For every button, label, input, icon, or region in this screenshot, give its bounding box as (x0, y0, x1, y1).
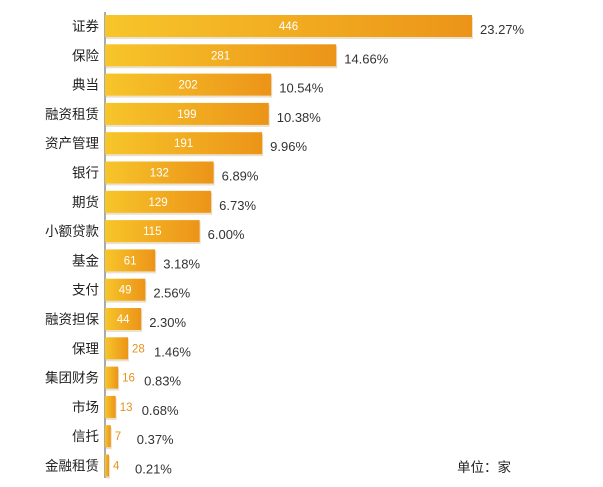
percent-label: 2.30% (149, 315, 186, 330)
percent-label: 2.56% (153, 286, 190, 301)
value-label: 191 (174, 138, 193, 150)
bar (105, 161, 214, 184)
percent-label: 10.54% (279, 81, 324, 96)
value-label: 7 (115, 431, 121, 443)
bars-group: 证券 446 23.27% 保险 281 14.66% 典当 202 10.54% 融资租赁 199… (45, 15, 525, 479)
bar (105, 73, 272, 96)
bar (105, 425, 111, 448)
category-label: 保理 (72, 341, 99, 357)
bar (105, 102, 269, 125)
percent-label: 14.66% (344, 51, 389, 66)
bar (105, 132, 263, 155)
percent-label: 6.73% (219, 198, 256, 213)
bar (105, 249, 156, 272)
bar (105, 337, 129, 360)
percent-label: 10.38% (277, 110, 322, 125)
percent-label: 0.21% (135, 462, 172, 477)
bar (105, 454, 109, 477)
category-label: 集团财务 (45, 371, 99, 387)
category-label: 资产管理 (45, 136, 99, 152)
bar (105, 190, 212, 213)
value-label: 4 (113, 461, 120, 473)
bar (105, 308, 142, 330)
bar (105, 395, 116, 418)
percent-label: 0.37% (137, 432, 174, 447)
bar (105, 44, 337, 67)
value-label: 61 (124, 255, 137, 267)
category-label: 支付 (72, 283, 99, 299)
value-label: 199 (177, 109, 196, 121)
percent-label: 0.68% (142, 403, 179, 418)
value-label: 202 (179, 80, 198, 92)
value-label: 446 (279, 21, 298, 33)
category-label: 期货 (72, 194, 99, 211)
percent-label: 6.00% (208, 227, 245, 242)
unit-label: 单位：家 (457, 459, 511, 476)
value-label: 13 (120, 402, 133, 414)
category-label: 银行 (72, 166, 99, 182)
category-label: 典当 (72, 78, 99, 94)
category-label: 金融租赁 (45, 459, 99, 475)
value-label: 132 (150, 168, 169, 180)
percent-label: 9.96% (270, 139, 307, 154)
percent-label: 3.18% (163, 256, 200, 271)
percent-label: 6.89% (222, 169, 259, 184)
category-label: 小额贷款 (45, 224, 99, 240)
bar (105, 366, 119, 389)
category-label: 融资担保 (45, 312, 99, 328)
category-label: 市场 (72, 399, 99, 416)
bar (105, 278, 146, 301)
category-label: 基金 (72, 252, 99, 269)
value-label: 28 (132, 343, 145, 355)
value-label: 49 (119, 285, 132, 297)
value-label: 129 (148, 197, 167, 209)
value-label: 16 (122, 373, 135, 385)
bar (105, 15, 472, 37)
bar (105, 220, 200, 243)
category-label: 证券 (72, 19, 99, 35)
value-label: 281 (211, 50, 230, 62)
percent-label: 0.83% (144, 374, 181, 389)
category-label: 融资租赁 (45, 107, 99, 123)
value-label: 44 (117, 314, 130, 326)
value-label: 115 (143, 226, 161, 238)
percent-label: 23.27% (480, 22, 525, 37)
category-label: 保险 (72, 48, 99, 64)
percent-label: 1.46% (154, 344, 191, 359)
category-label: 信托 (72, 429, 99, 445)
